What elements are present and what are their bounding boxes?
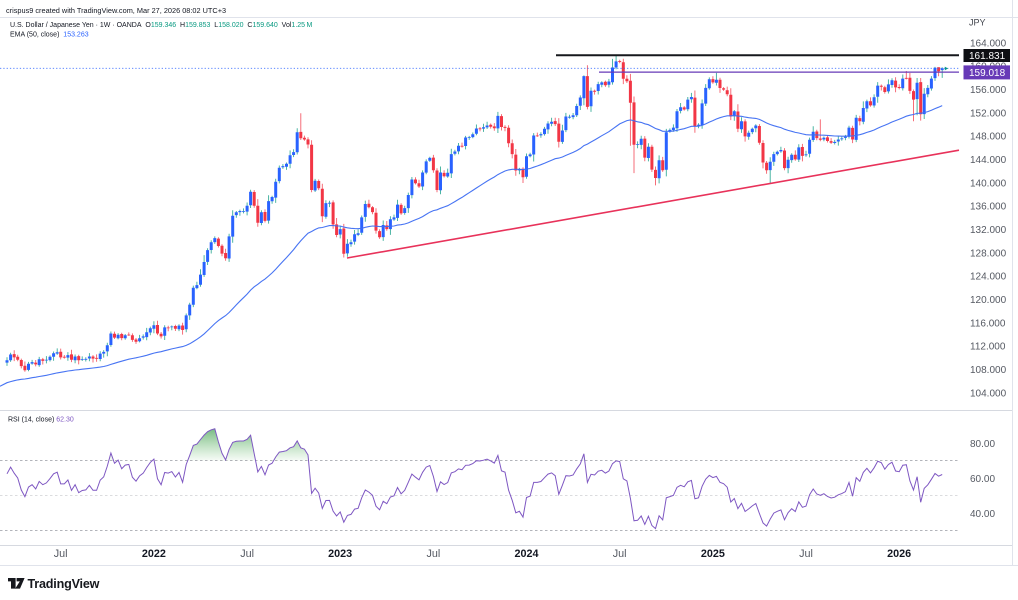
svg-text:161.831: 161.831 (969, 51, 1006, 62)
svg-text:128.000: 128.000 (970, 248, 1007, 259)
svg-text:140.000: 140.000 (970, 178, 1007, 189)
svg-text:JPY: JPY (969, 18, 986, 28)
svg-text:TradingView: TradingView (28, 577, 100, 591)
svg-text:60.00: 60.00 (970, 474, 995, 485)
svg-text:Jul: Jul (240, 548, 254, 560)
svg-text:2022: 2022 (142, 548, 166, 560)
svg-text:Jul: Jul (54, 548, 68, 560)
svg-text:Jul: Jul (799, 548, 813, 560)
svg-text:159.018: 159.018 (969, 68, 1006, 79)
svg-text:152.000: 152.000 (970, 108, 1007, 119)
svg-text:132.000: 132.000 (970, 225, 1007, 236)
svg-text:crispus9 created with TradingV: crispus9 created with TradingView.com, M… (6, 6, 226, 15)
svg-text:156.000: 156.000 (970, 85, 1007, 96)
svg-text:Jul: Jul (613, 548, 627, 560)
svg-text:2025: 2025 (701, 548, 725, 560)
svg-text:2023: 2023 (328, 548, 352, 560)
svg-text:80.00: 80.00 (970, 439, 995, 450)
svg-text:108.000: 108.000 (970, 365, 1007, 376)
svg-text:2026: 2026 (887, 548, 911, 560)
svg-text:U.S. Dollar / Japanese Yen · 1: U.S. Dollar / Japanese Yen · 1W · OANDA … (10, 22, 312, 29)
svg-text:148.000: 148.000 (970, 132, 1007, 143)
svg-text:112.000: 112.000 (970, 342, 1006, 353)
svg-text:144.000: 144.000 (970, 155, 1007, 166)
svg-text:164.000: 164.000 (970, 38, 1007, 49)
svg-text:Jul: Jul (426, 548, 440, 560)
svg-text:120.000: 120.000 (970, 295, 1007, 306)
svg-text:136.000: 136.000 (970, 202, 1007, 213)
svg-text:EMA (50, close) 153.263: EMA (50, close) 153.263 (10, 32, 89, 39)
svg-text:104.000: 104.000 (970, 388, 1007, 399)
svg-text:124.000: 124.000 (970, 272, 1007, 283)
svg-text:2024: 2024 (514, 548, 538, 560)
svg-text:RSI (14, close) 62.30: RSI (14, close) 62.30 (8, 417, 74, 424)
svg-text:40.00: 40.00 (970, 509, 995, 520)
svg-text:116.000: 116.000 (970, 318, 1006, 329)
